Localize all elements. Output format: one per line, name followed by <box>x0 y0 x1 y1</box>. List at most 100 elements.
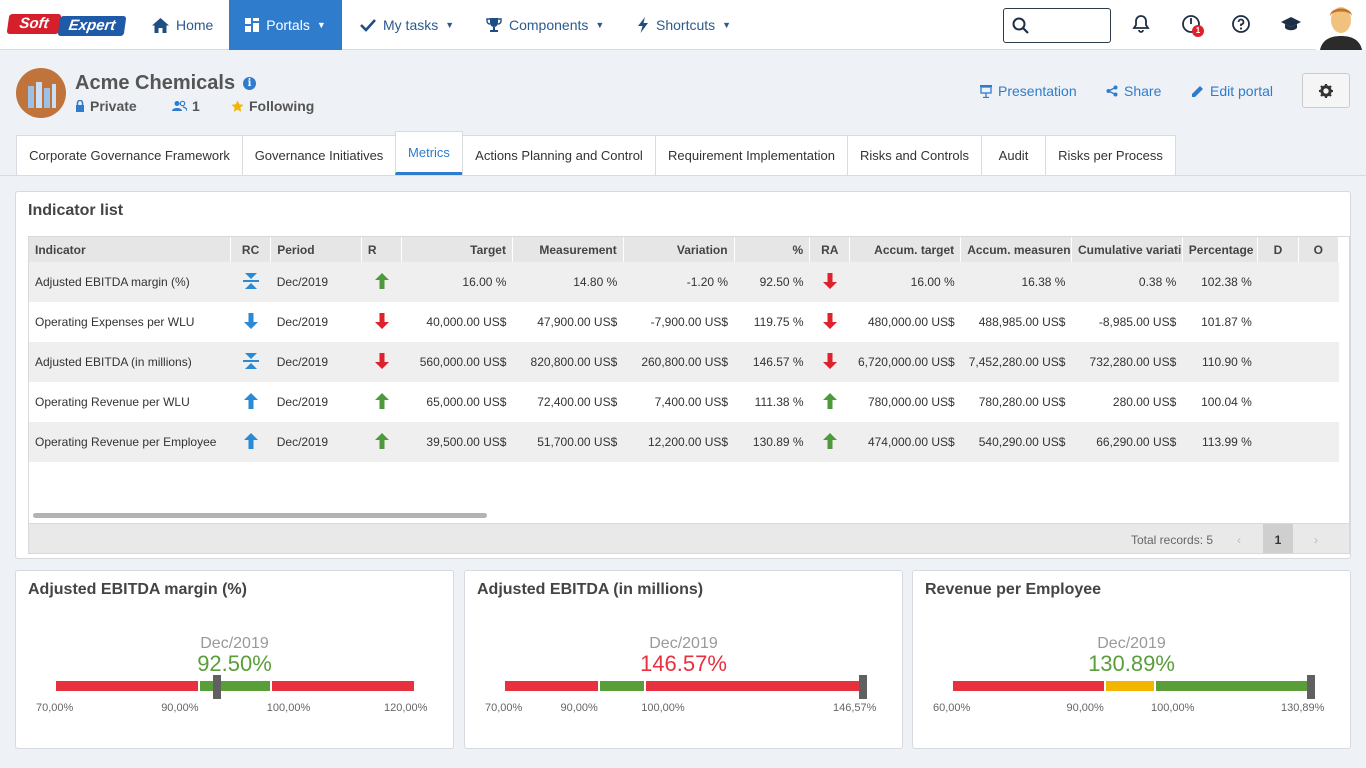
nav-components[interactable]: Components ▼ <box>486 0 604 50</box>
tab-requirement-implementation[interactable]: Requirement Implementation <box>655 135 848 175</box>
cell-accum-measurement: 16.38 % <box>960 262 1072 302</box>
table-row[interactable]: Operating Expenses per WLU Dec/2019 40,000… <box>29 302 1339 342</box>
members-indicator[interactable]: 1 <box>172 98 200 114</box>
gauge-scale-label: 70,00% <box>36 702 74 714</box>
learning-button[interactable] <box>1280 13 1302 35</box>
column-header-percentage[interactable]: Percentage <box>1182 237 1259 262</box>
presentation-button[interactable]: Presentation <box>980 83 1077 99</box>
column-header-measurement[interactable]: Measurement <box>512 237 624 262</box>
softexpert-logo[interactable]: Soft Expert <box>6 12 127 38</box>
tab-risks-and-controls[interactable]: Risks and Controls <box>847 135 982 175</box>
cell-accum-target: 6,720,000.00 US$ <box>849 342 961 382</box>
gauge-segment <box>200 681 270 691</box>
tab-risks-per-process[interactable]: Risks per Process <box>1045 135 1176 175</box>
notifications-button[interactable] <box>1130 13 1152 35</box>
cell-accum-measurement: 780,280.00 US$ <box>960 382 1072 422</box>
cell-period: Dec/2019 <box>270 422 362 462</box>
column-header-indicator[interactable]: Indicator <box>29 237 231 262</box>
arrow-down-icon <box>243 312 258 332</box>
cell-indicator: Adjusted EBITDA margin (%) <box>29 262 231 302</box>
cell-indicator: Operating Expenses per WLU <box>29 302 231 342</box>
help-button[interactable] <box>1230 13 1252 35</box>
column-header-rc[interactable]: RC <box>230 237 272 262</box>
column-header-o[interactable]: O <box>1298 237 1340 262</box>
cell-d <box>1257 262 1299 302</box>
gauge-title: Adjusted EBITDA margin (%) <box>28 581 247 598</box>
cell-measurement: 47,900.00 US$ <box>512 302 624 342</box>
cell-r <box>361 382 402 422</box>
info-icon[interactable]: i <box>243 77 256 90</box>
cell-accum-target: 780,000.00 US$ <box>849 382 961 422</box>
column-header-period[interactable]: Period <box>270 237 362 262</box>
column-header-ra[interactable]: RA <box>809 237 851 262</box>
previous-page-button[interactable]: ‹ <box>1237 532 1241 547</box>
cell-target: 40,000.00 US$ <box>401 302 513 342</box>
tab-metrics[interactable]: Metrics <box>395 131 463 175</box>
table-row[interactable]: Operating Revenue per Employee Dec/2019 39… <box>29 422 1339 462</box>
nav-home-label: Home <box>176 17 214 33</box>
user-avatar[interactable] <box>1316 0 1366 50</box>
chevron-down-icon: ▼ <box>722 20 732 30</box>
column-header-r[interactable]: R <box>361 237 403 262</box>
cell-indicator: Adjusted EBITDA (in millions) <box>29 342 231 382</box>
edit-portal-label: Edit portal <box>1210 83 1274 99</box>
table-row[interactable]: Operating Revenue per WLU Dec/2019 65,000.… <box>29 382 1339 422</box>
gauge-segment <box>953 681 1104 691</box>
cell-rc <box>230 302 271 342</box>
cell-d <box>1257 302 1299 342</box>
column-header-d[interactable]: D <box>1257 237 1299 262</box>
following-indicator[interactable]: Following <box>231 98 314 114</box>
next-page-button[interactable]: › <box>1314 532 1318 547</box>
cell-percentage: 110.90 % <box>1182 342 1258 382</box>
column-header-target[interactable]: Target <box>401 237 513 262</box>
arrow-up-icon <box>243 432 258 452</box>
edit-portal-button[interactable]: Edit portal <box>1191 83 1273 99</box>
column-header-cumulative-variation[interactable]: Cumulative variati <box>1071 237 1183 262</box>
cell-percentage: 101.87 % <box>1182 302 1258 342</box>
table-footer: Total records: 5 ‹ 1 › <box>29 523 1349 553</box>
cell-variation: -1.20 % <box>623 262 735 302</box>
cell-measurement: 820,800.00 US$ <box>512 342 624 382</box>
portals-icon <box>245 18 260 32</box>
nav-my-tasks[interactable]: My tasks ▼ <box>360 0 454 50</box>
gauge-scale-label: 146,57% <box>833 702 877 714</box>
tab-audit[interactable]: Audit <box>981 135 1046 175</box>
horizontal-scrollbar[interactable] <box>33 513 487 518</box>
gauge-scale-label: 130,89% <box>1281 702 1325 714</box>
star-icon <box>231 100 244 112</box>
column-header-variation[interactable]: Variation <box>623 237 735 262</box>
nav-portals[interactable]: Portals ▼ <box>229 0 342 50</box>
settings-button[interactable] <box>1302 73 1350 108</box>
tab-governance-initiatives[interactable]: Governance Initiatives <box>242 135 396 175</box>
column-header-percent[interactable]: % <box>734 237 811 262</box>
share-icon <box>1106 85 1118 97</box>
cell-period: Dec/2019 <box>270 342 362 382</box>
portal-logo <box>16 68 66 118</box>
cell-r <box>361 342 402 382</box>
users-icon <box>172 100 187 112</box>
cell-target: 560,000.00 US$ <box>401 342 513 382</box>
nav-home[interactable]: Home <box>152 0 213 50</box>
nav-shortcuts[interactable]: Shortcuts ▼ <box>637 0 731 50</box>
cell-d <box>1257 382 1299 422</box>
cell-d <box>1257 342 1299 382</box>
tab-actions-planning-and-control[interactable]: Actions Planning and Control <box>462 135 656 175</box>
column-header-accum-measurement[interactable]: Accum. measuren <box>960 237 1072 262</box>
cell-cumulative-variation: 280.00 US$ <box>1071 382 1183 422</box>
gauge-segment <box>56 681 199 691</box>
indicator-table: Indicator RC Period R Target Measurement… <box>28 236 1350 554</box>
search-input[interactable] <box>1003 8 1111 43</box>
cell-percentage: 113.99 % <box>1182 422 1258 462</box>
building-icon <box>28 82 56 108</box>
cell-rc <box>230 342 271 382</box>
current-page-button[interactable]: 1 <box>1263 524 1293 553</box>
pending-items-button[interactable]: 1 <box>1180 13 1204 37</box>
page-title: Acme Chemicals <box>75 72 236 94</box>
table-row[interactable]: Adjusted EBITDA margin (%) Dec/2019 16.00 … <box>29 262 1339 302</box>
table-row[interactable]: Adjusted EBITDA (in millions) Dec/2019 560… <box>29 342 1339 382</box>
gear-icon <box>1319 83 1333 98</box>
column-header-accum-target[interactable]: Accum. target <box>849 237 962 262</box>
tab-corporate-governance-framework[interactable]: Corporate Governance Framework <box>16 135 243 175</box>
share-button[interactable]: Share <box>1106 83 1161 99</box>
cell-measurement: 14.80 % <box>512 262 624 302</box>
